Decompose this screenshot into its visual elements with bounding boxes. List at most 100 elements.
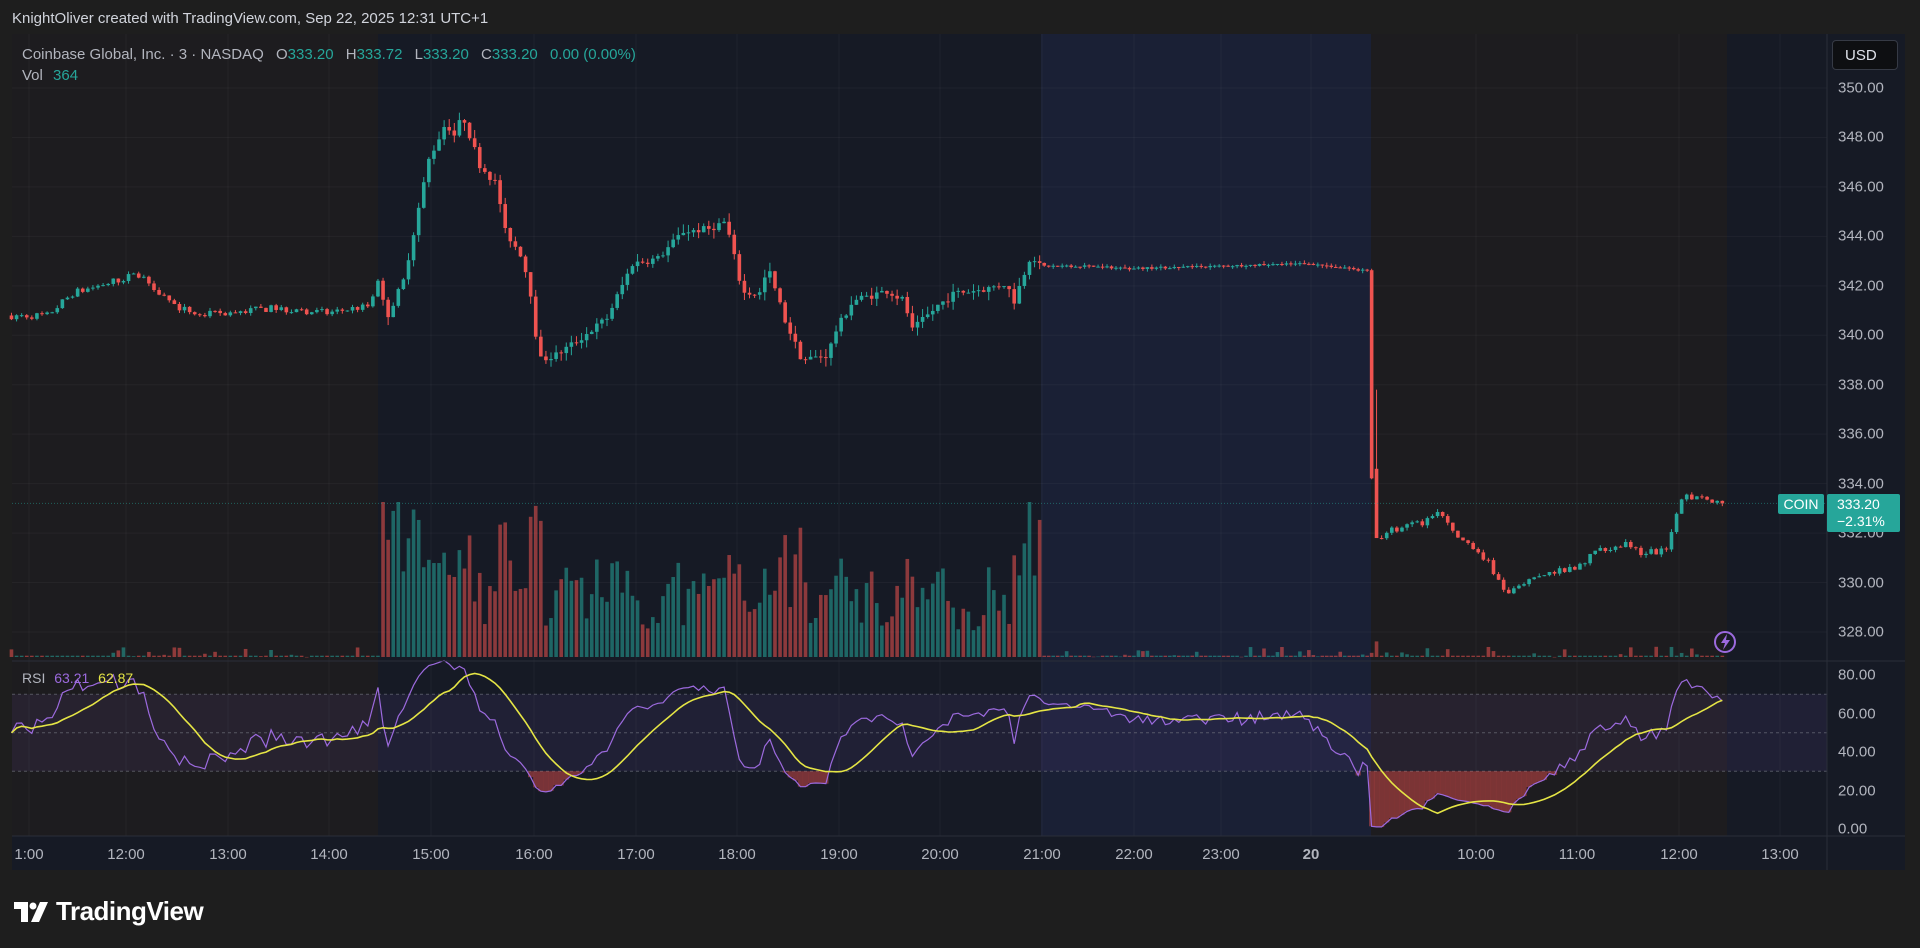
currency-button[interactable]: USD [1832, 40, 1898, 70]
candle [1109, 265, 1114, 270]
volume-bar [376, 655, 380, 657]
candle-body [589, 331, 594, 335]
volume-bar [890, 616, 894, 657]
volume-bar [625, 570, 630, 657]
volume-value: 364 [53, 67, 79, 84]
candle [162, 292, 166, 297]
candle-body [1552, 571, 1557, 574]
volume-bar [1017, 575, 1022, 657]
volume-bar [1118, 656, 1123, 658]
session-backgrounds [12, 34, 1727, 836]
candle-body [1649, 549, 1653, 554]
volume-bar [248, 655, 253, 657]
candle-body [961, 290, 966, 293]
volume-bar [91, 655, 95, 657]
tradingview-logo[interactable]: TradingView [14, 896, 204, 927]
candle-body [1320, 264, 1325, 266]
candle-body [371, 296, 375, 307]
rsi-oversold-fill [1536, 771, 1542, 782]
candle [477, 143, 482, 173]
alert-icon[interactable] [1714, 631, 1736, 653]
volume-bar [1440, 655, 1445, 657]
candle-body [1114, 267, 1118, 269]
candle-body [554, 352, 558, 359]
price-tick: 328.00 [1838, 623, 1884, 641]
candle-body [569, 342, 574, 347]
candle-body [213, 310, 217, 312]
volume-bar [157, 655, 161, 657]
candle-body [315, 309, 319, 313]
rsi-oversold-fill [1424, 771, 1430, 801]
candle [1654, 547, 1659, 555]
candle-body [1425, 518, 1430, 526]
candle-body [1512, 588, 1516, 594]
candle [651, 255, 655, 268]
volume-bar [1654, 646, 1659, 657]
candle-body [1017, 285, 1022, 304]
candle [350, 304, 355, 314]
candle [946, 293, 950, 308]
volume-bar [844, 576, 849, 657]
candle [1284, 261, 1289, 267]
candle [1700, 494, 1704, 499]
candle-body [198, 314, 202, 316]
candle-body [686, 232, 691, 234]
candle-body [360, 304, 365, 310]
candle-body [1618, 546, 1623, 548]
volume-bar [1316, 656, 1320, 657]
candle [1037, 255, 1042, 270]
candle [630, 264, 635, 275]
candle [371, 294, 375, 308]
candle-body [1230, 266, 1235, 268]
candle [391, 302, 396, 318]
time-tick: 10:00 [1457, 846, 1495, 863]
rsi-tick: 40.00 [1838, 743, 1876, 761]
candle [1557, 565, 1562, 576]
volume-bar [1532, 653, 1536, 657]
low-value: 333.20 [422, 46, 469, 63]
candle-body [19, 315, 24, 317]
rsi-tick: 80.00 [1838, 666, 1876, 684]
candle [523, 254, 528, 278]
volume-bar [172, 647, 177, 657]
volume-bar [793, 554, 798, 657]
candle-body [717, 223, 721, 231]
candle-body [238, 311, 243, 314]
candle [1253, 264, 1257, 268]
candle-body [1608, 549, 1613, 552]
chart-credit: KnightOliver created with TradingView.co… [12, 10, 489, 27]
candle [986, 285, 991, 301]
rsi-legend[interactable]: RSI 63.21 62.87 [22, 670, 133, 686]
candle-body [625, 273, 630, 285]
candle [1123, 264, 1127, 269]
volume-legend[interactable]: Vol 364 [22, 67, 78, 84]
candle [1324, 262, 1329, 269]
symbol-legend[interactable]: Coinbase Global, Inc. · 3 · NASDAQ O333.… [22, 46, 636, 63]
candle [1603, 547, 1608, 553]
volume-bar [620, 592, 625, 657]
volume-bar [874, 603, 879, 657]
price-tick: 340.00 [1838, 326, 1884, 344]
rsi-oversold-fill [1384, 771, 1390, 823]
candle-body [773, 271, 777, 289]
candle [1496, 572, 1501, 581]
candle [620, 276, 625, 300]
candle-body [9, 315, 14, 320]
candle-body [35, 313, 39, 319]
volume-bar [116, 650, 121, 657]
candle [1168, 266, 1172, 270]
volume-bar [936, 571, 940, 657]
candle-body [1659, 548, 1664, 555]
candle-body [1583, 563, 1587, 565]
volume-bar [1598, 655, 1603, 657]
rsi-oversold-fill [1531, 771, 1537, 785]
volume-bar [676, 562, 681, 657]
candle [757, 287, 762, 300]
volume-bar [1235, 655, 1239, 657]
candle [172, 298, 177, 305]
volume-bar [752, 609, 757, 657]
candle-body [1280, 263, 1284, 265]
candle-body [1389, 527, 1394, 533]
price-tick: 344.00 [1838, 227, 1884, 245]
